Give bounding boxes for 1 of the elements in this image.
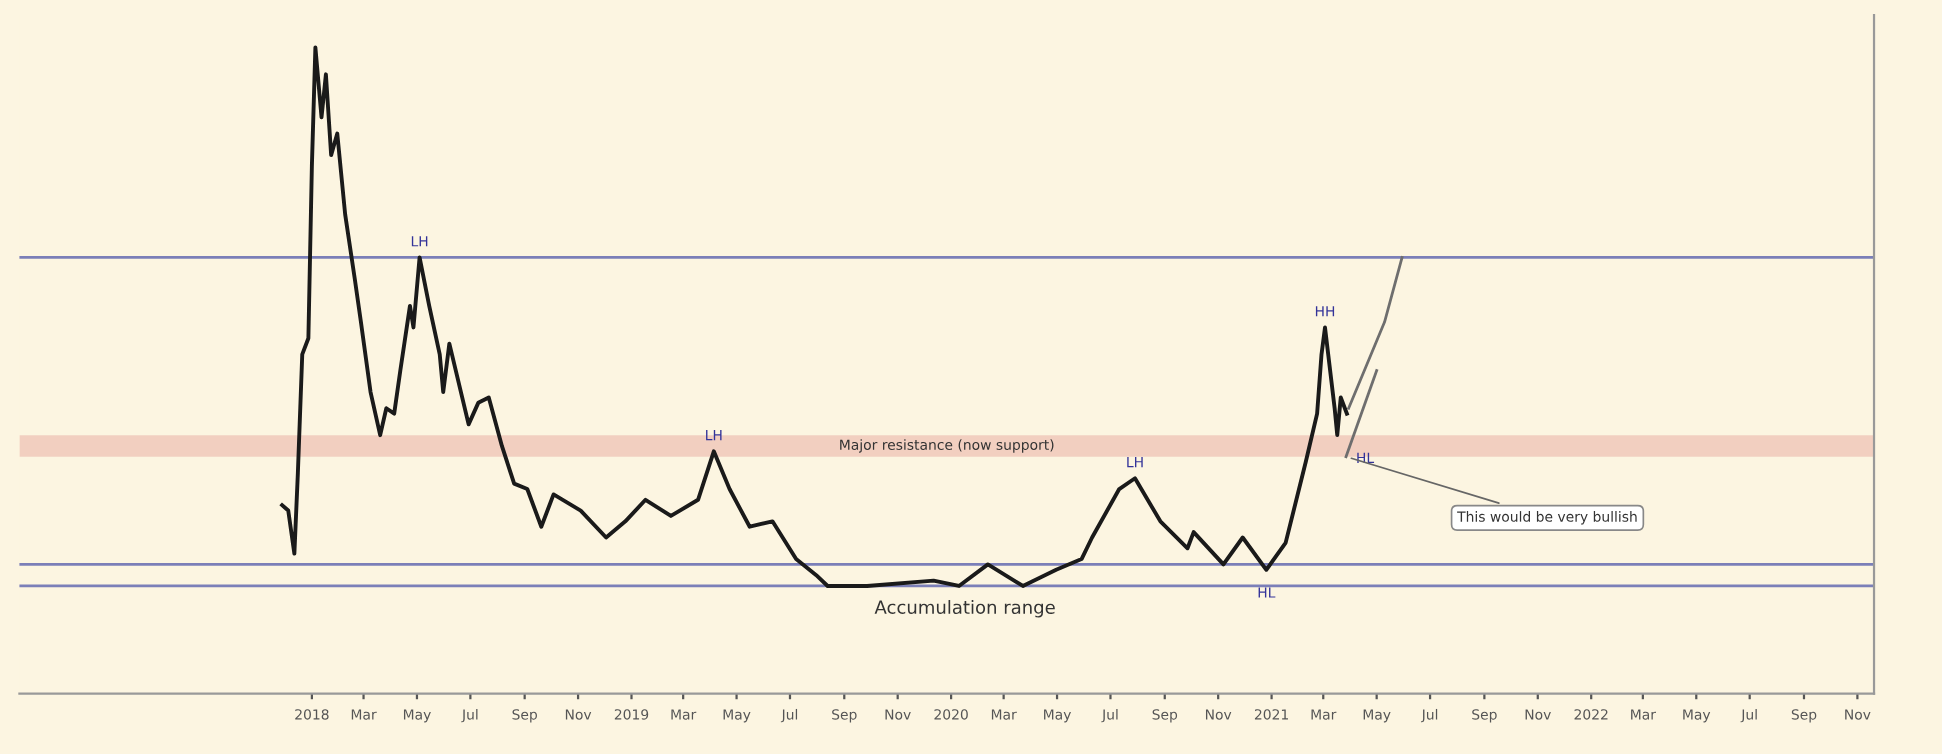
annotation: Accumulation range — [874, 600, 1055, 618]
